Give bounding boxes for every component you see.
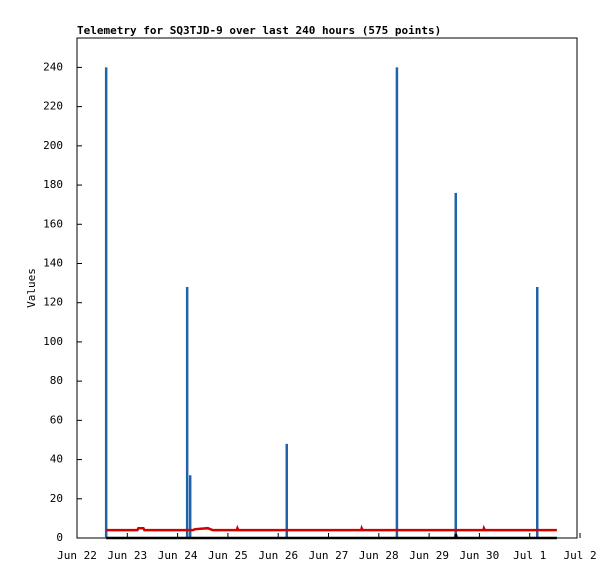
x-tick-label: Jun 30 bbox=[460, 549, 500, 562]
y-tick-label: 120 bbox=[43, 296, 63, 309]
y-tick-label: 220 bbox=[43, 100, 63, 113]
y-tick-label: 80 bbox=[50, 374, 63, 387]
chart-title: Telemetry for SQ3TJD-9 over last 240 hou… bbox=[77, 24, 441, 37]
x-tick-label: Jun 24 bbox=[158, 549, 198, 562]
x-tick-label: Jun 26 bbox=[258, 549, 298, 562]
x-tick-label: Jun 25 bbox=[208, 549, 248, 562]
y-tick-label: 200 bbox=[43, 139, 63, 152]
y-tick-label: 140 bbox=[43, 256, 63, 269]
y-tick-label: 160 bbox=[43, 217, 63, 230]
series-line bbox=[106, 533, 557, 540]
y-tick-label: 40 bbox=[50, 453, 63, 466]
y-tick-label: 60 bbox=[50, 413, 63, 426]
y-axis-label: Values bbox=[25, 268, 38, 308]
x-tick-label: Jun 27 bbox=[309, 549, 349, 562]
y-tick-label: 20 bbox=[50, 492, 63, 505]
x-tick-label: Jun 28 bbox=[359, 549, 399, 562]
y-tick-label: 180 bbox=[43, 178, 63, 191]
x-tick-label: Jul 2 bbox=[563, 549, 596, 562]
plot-frame bbox=[76, 37, 578, 539]
y-tick-label: 100 bbox=[43, 335, 63, 348]
x-tick-label: Jun 29 bbox=[409, 549, 449, 562]
y-tick-label: 240 bbox=[43, 60, 63, 73]
x-tick-label: Jun 23 bbox=[107, 549, 147, 562]
series-line bbox=[106, 524, 557, 532]
x-tick-label: Jul 1 bbox=[513, 549, 546, 562]
x-tick-label: Jun 22 bbox=[57, 549, 97, 562]
y-tick-label: 0 bbox=[56, 531, 63, 544]
